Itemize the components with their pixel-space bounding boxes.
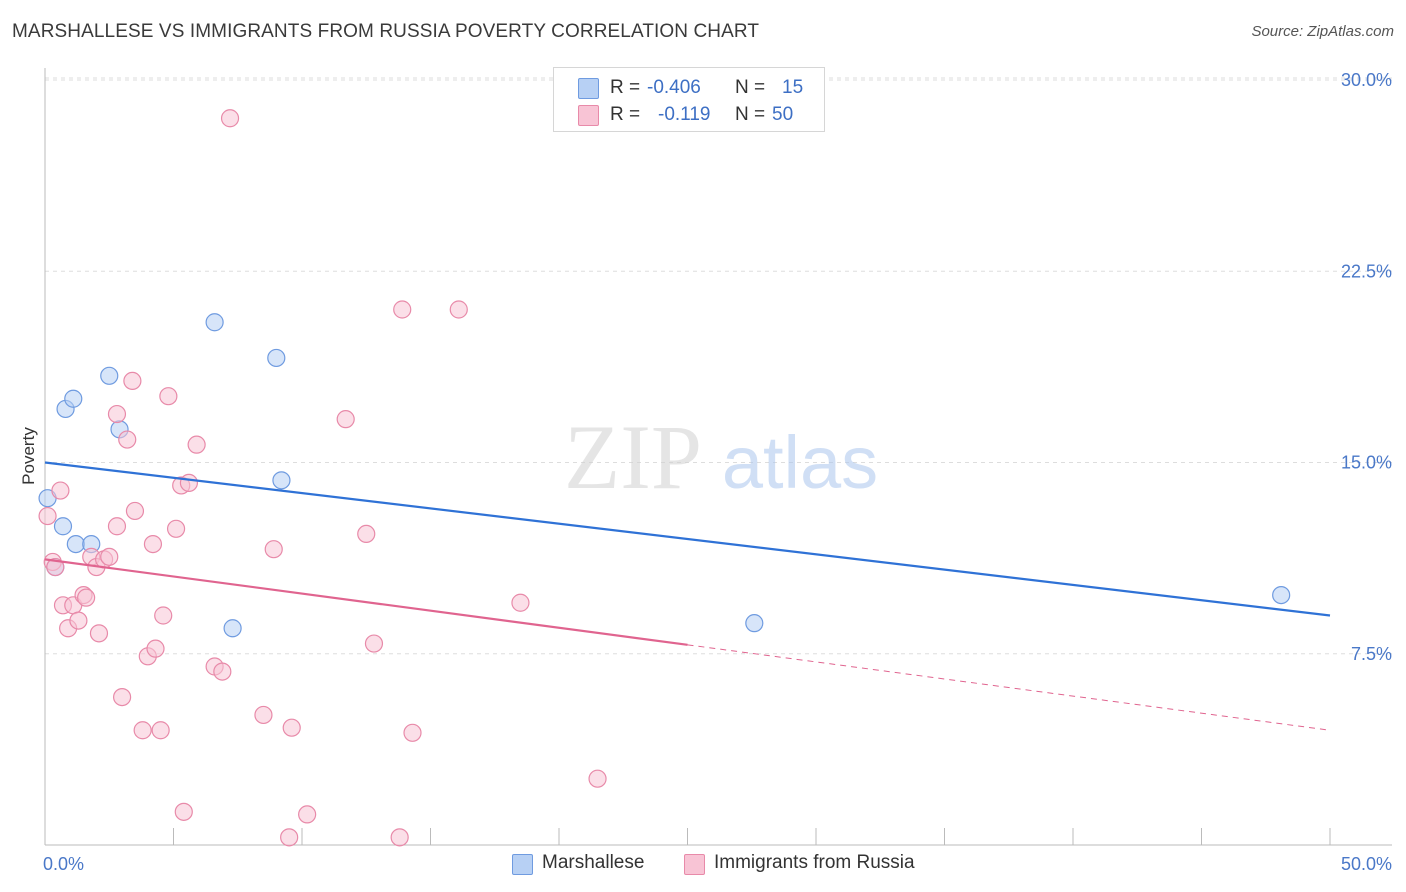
x-tick-label: 50.0%	[1341, 854, 1392, 874]
russia-point	[133, 721, 152, 740]
russia-point	[390, 828, 409, 847]
legend-r-label: R =	[610, 77, 641, 98]
legend-swatch-pink	[578, 105, 599, 126]
russia-point	[143, 534, 163, 554]
marshallese-point	[223, 619, 242, 638]
y-axis-title: Poverty	[19, 427, 38, 485]
marshallese-point	[100, 366, 119, 385]
russia-point	[280, 828, 299, 847]
legend-r-label: R =	[610, 104, 641, 125]
tick-labels: 7.5% 15.0% 22.5% 30.0% 0.0% 50.0%	[43, 70, 1392, 874]
watermark-zip: ZIP	[564, 406, 702, 508]
marshallese-point	[64, 389, 83, 408]
russia-point	[159, 387, 178, 406]
legend-swatch-blue	[578, 78, 599, 99]
russia-trend-line	[44, 558, 688, 646]
russia-point	[403, 723, 422, 742]
russia-point	[336, 410, 355, 429]
russia-point	[112, 687, 132, 707]
legend-label: Marshallese	[542, 852, 645, 873]
chart-title: MARSHALLESE VS IMMIGRANTS FROM RUSSIA PO…	[12, 21, 760, 42]
russia-point	[254, 705, 273, 725]
russia-point	[393, 300, 412, 319]
marshallese-trend-line	[44, 461, 1331, 617]
watermark: ZIP atlas	[564, 406, 878, 508]
russia-point	[187, 435, 206, 454]
y-tick-label: 7.5%	[1351, 644, 1392, 664]
trend-lines	[44, 461, 1331, 731]
legend-n-value: 15	[782, 77, 804, 98]
russia-point	[146, 639, 165, 658]
legend-n-value: 50	[772, 104, 794, 125]
russia-point	[38, 506, 57, 526]
legend-n-label: N =	[735, 77, 766, 98]
marshallese-point	[205, 313, 224, 332]
russia-point	[264, 540, 283, 559]
legend-r-value: -0.119	[658, 104, 711, 125]
russia-point	[298, 805, 317, 824]
russia-trend-line-extension	[687, 644, 1331, 731]
y-tick-label: 15.0%	[1341, 453, 1392, 473]
marshallese-point	[745, 614, 764, 633]
marshallese-point	[53, 517, 73, 536]
russia-point	[107, 517, 127, 536]
y-tick-label: 30.0%	[1341, 70, 1392, 90]
russia-point	[179, 473, 199, 492]
russia-point	[89, 624, 109, 643]
russia-point	[588, 769, 607, 788]
y-tick-label: 22.5%	[1341, 261, 1392, 281]
russia-point	[123, 371, 142, 390]
gridlines	[45, 77, 1392, 655]
correlation-legend: R = -0.406 N = 15 R = -0.119 N = 50	[553, 67, 825, 132]
legend-r-value: -0.406	[647, 77, 701, 98]
source-label: Source: ZipAtlas.com	[1251, 23, 1394, 40]
russia-point	[51, 481, 70, 500]
russia-point	[125, 501, 145, 521]
russia-point	[174, 802, 193, 821]
russia-point	[449, 300, 468, 319]
marshallese-point	[66, 534, 85, 554]
russia-point	[364, 634, 384, 653]
russia-point	[118, 430, 137, 449]
legend-swatch-blue	[512, 854, 533, 875]
russia-point	[69, 611, 88, 630]
legend-swatch-pink	[684, 854, 705, 875]
russia-point	[46, 557, 65, 577]
russia-point	[511, 593, 530, 612]
russia-point	[154, 606, 173, 625]
russia-point	[213, 662, 232, 681]
russia-point	[107, 404, 127, 424]
russia-point	[357, 524, 376, 544]
marshallese-point	[267, 348, 286, 368]
russia-point	[166, 519, 186, 538]
russia-point	[220, 109, 240, 128]
x-tick-label: 0.0%	[43, 854, 84, 874]
legend-n-label: N =	[735, 104, 766, 125]
russia-point	[77, 588, 96, 607]
russia-point	[151, 721, 170, 740]
axes	[44, 68, 1392, 846]
marshallese-point	[272, 471, 291, 490]
russia-point	[100, 547, 119, 566]
legend-label: Immigrants from Russia	[714, 852, 915, 873]
russia-point	[282, 718, 301, 737]
data-points	[38, 109, 1291, 847]
watermark-atlas: atlas	[722, 421, 878, 504]
marshallese-point	[1272, 585, 1291, 605]
